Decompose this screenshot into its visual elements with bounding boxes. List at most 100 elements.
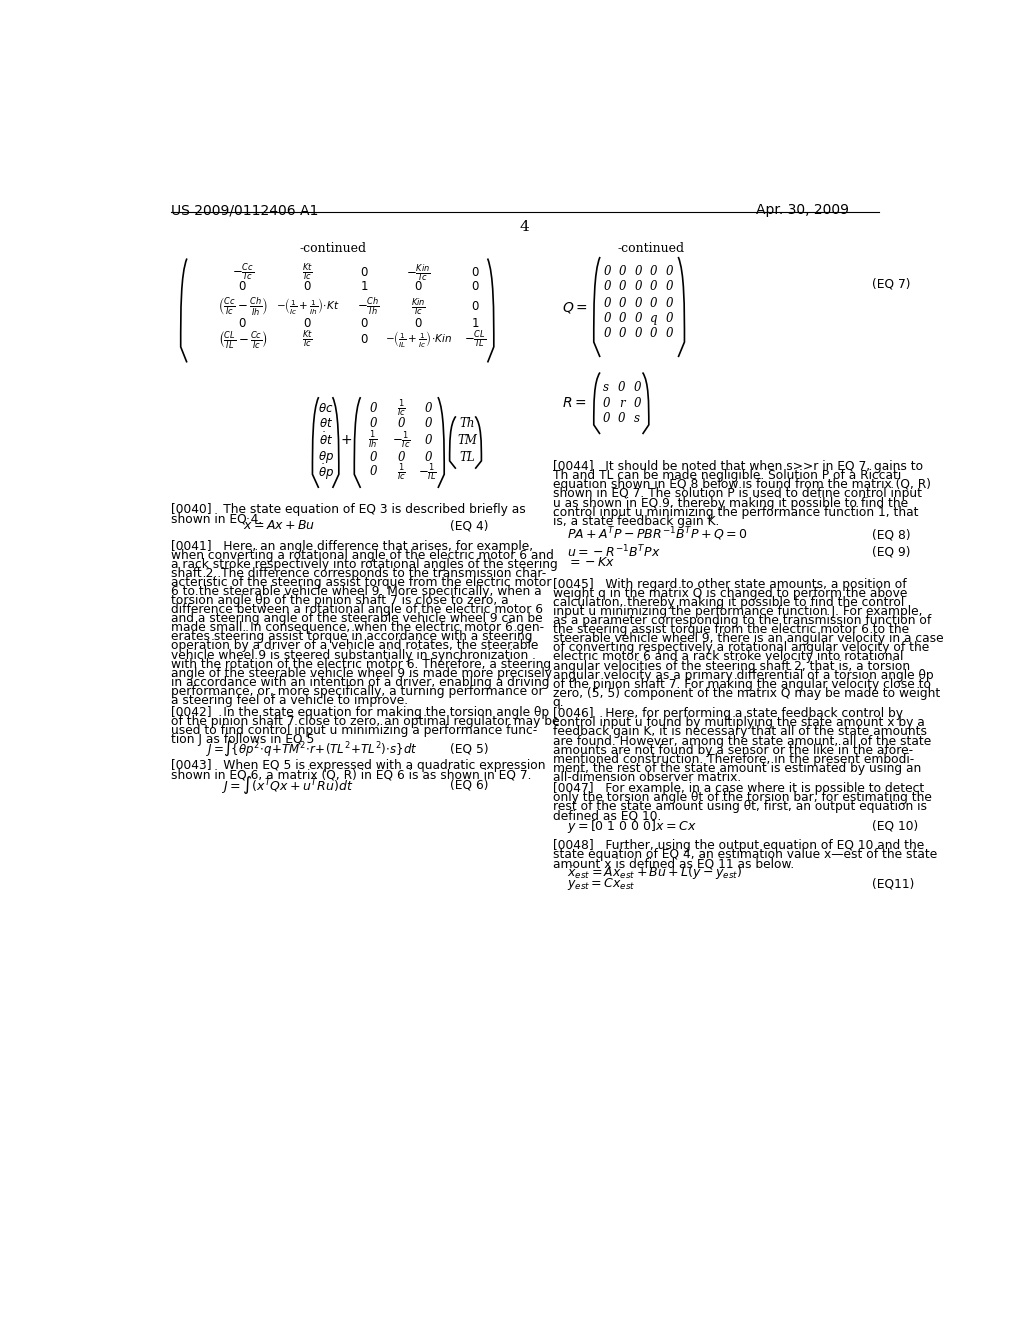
Text: q.: q. [553,696,564,709]
Text: $0$: $0$ [239,280,247,293]
Text: shown in EQ 7. The solution P is used to define control input: shown in EQ 7. The solution P is used to… [553,487,922,500]
Text: 0: 0 [398,450,406,463]
Text: 0: 0 [424,450,432,463]
Text: made small. In consequence, when the electric motor 6 gen-: made small. In consequence, when the ele… [171,622,544,635]
Text: used to find control input u minimizing a performance func-: used to find control input u minimizing … [171,725,537,738]
Text: 4: 4 [520,220,529,234]
Text: (EQ 6): (EQ 6) [450,779,488,792]
Text: shaft 2. The difference corresponds to the transmission char-: shaft 2. The difference corresponds to t… [171,566,546,579]
Text: feedback gain K, it is necessary that all of the state amounts: feedback gain K, it is necessary that al… [553,726,927,738]
Text: $0$: $0$ [415,280,423,293]
Text: $\frac{1}{Ic}$: $\frac{1}{Ic}$ [397,397,407,420]
Text: $\theta t$: $\theta t$ [318,417,333,430]
Text: state equation of EQ 4, an estimation value x—est of the state: state equation of EQ 4, an estimation va… [553,849,937,862]
Text: acteristic of the steering assist torque from the electric motor: acteristic of the steering assist torque… [171,576,551,589]
Text: 0: 0 [603,312,610,325]
Text: s: s [634,412,640,425]
Text: $\theta p$: $\theta p$ [317,449,334,465]
Text: -continued: -continued [300,242,367,255]
Text: zero, (5, 5) component of the matrix Q may be made to weight: zero, (5, 5) component of the matrix Q m… [553,686,940,700]
Text: shown in EQ 4.: shown in EQ 4. [171,512,262,525]
Text: $\dot{\theta}p$: $\dot{\theta}p$ [317,462,334,482]
Text: operation by a driver of a vehicle and rotates, the steerable: operation by a driver of a vehicle and r… [171,639,538,652]
Text: 0: 0 [634,312,642,325]
Text: 0: 0 [618,280,627,293]
Text: $\left(\frac{CL}{IL}-\frac{Cc}{Ic}\right)$: $\left(\frac{CL}{IL}-\frac{Cc}{Ic}\right… [218,329,267,350]
Text: 0: 0 [424,434,432,446]
Text: control input u minimizing the performance function 1, that: control input u minimizing the performan… [553,506,919,519]
Text: $\frac{1}{Ih}$: $\frac{1}{Ih}$ [368,429,378,451]
Text: 0: 0 [649,265,657,279]
Text: $\frac{1}{Ic}$: $\frac{1}{Ic}$ [397,461,407,483]
Text: are found. However, among the state amount, all of the state: are found. However, among the state amou… [553,734,931,747]
Text: TL: TL [460,450,475,463]
Text: 0: 0 [666,327,673,341]
Text: $\theta c$: $\theta c$ [317,403,334,416]
Text: 0: 0 [369,417,377,430]
Text: vehicle wheel 9 is steered substantially in synchronization: vehicle wheel 9 is steered substantially… [171,648,528,661]
Text: (EQ 7): (EQ 7) [872,277,910,290]
Text: [0048]   Further, using the output equation of EQ 10 and the: [0048] Further, using the output equatio… [553,840,924,853]
Text: input u minimizing the performance function J. For example,: input u minimizing the performance funct… [553,605,923,618]
Text: -continued: -continued [617,242,685,255]
Text: 0: 0 [618,312,627,325]
Text: 0: 0 [369,450,377,463]
Text: with the rotation of the electric motor 6. Therefore, a steering: with the rotation of the electric motor … [171,657,551,671]
Text: 0: 0 [369,465,377,478]
Text: [0045]   With regard to other state amounts, a position of: [0045] With regard to other state amount… [553,578,906,591]
Text: ment, the rest of the state amount is estimated by using an: ment, the rest of the state amount is es… [553,762,921,775]
Text: s: s [603,381,609,395]
Text: $J=\!\int\!\{\theta p^2\!\cdot\! q\!+\!TM^2\!\cdot\! r\!+\!(TL^2\!+\!TL^2)\!\cdo: $J=\!\int\!\{\theta p^2\!\cdot\! q\!+\!T… [206,739,418,758]
Text: Apr. 30, 2009: Apr. 30, 2009 [756,203,849,216]
Text: [0043]   When EQ 5 is expressed with a quadratic expression: [0043] When EQ 5 is expressed with a qua… [171,759,545,772]
Text: $-\frac{Ch}{Ih}$: $-\frac{Ch}{Ih}$ [356,296,380,317]
Text: $u=-R^{-1}B^TPx$: $u=-R^{-1}B^TPx$ [566,544,660,560]
Text: 6 to the steerable vehicle wheel 9. More specifically, when a: 6 to the steerable vehicle wheel 9. More… [171,585,542,598]
Text: 0: 0 [618,327,627,341]
Text: (EQ 5): (EQ 5) [450,742,488,755]
Text: [0042]   In the state equation for making the torsion angle θp: [0042] In the state equation for making … [171,706,549,719]
Text: torsion angle θp of the pinion shaft 7 is close to zero, a: torsion angle θp of the pinion shaft 7 i… [171,594,508,607]
Text: 0: 0 [369,403,377,416]
Text: $1$: $1$ [471,317,479,330]
Text: amount x is defined as EQ 11 as below.: amount x is defined as EQ 11 as below. [553,858,794,871]
Text: 0: 0 [649,280,657,293]
Text: rest of the state amount using θt, first, an output equation is: rest of the state amount using θt, first… [553,800,927,813]
Text: $PA+A^TP-PBR^{-1}B^TP+Q=0$: $PA+A^TP-PBR^{-1}B^TP+Q=0$ [566,525,748,544]
Text: $=-Kx$: $=-Kx$ [566,556,615,569]
Text: is, a state feedback gain K.: is, a state feedback gain K. [553,515,719,528]
Text: 0: 0 [603,327,610,341]
Text: defined as EQ 10.: defined as EQ 10. [553,809,662,822]
Text: $y=[0\ 1\ 0\ 0\ 0]x=Cx$: $y=[0\ 1\ 0\ 0\ 0]x=Cx$ [566,818,696,834]
Text: 0: 0 [617,381,626,395]
Text: [0047]   For example, in a case where it is possible to detect: [0047] For example, in a case where it i… [553,783,924,795]
Text: $\left(\frac{Cc}{Ic}-\frac{Ch}{Ih}\right)$: $\left(\frac{Cc}{Ic}-\frac{Ch}{Ih}\right… [217,296,268,317]
Text: and a steering angle of the steerable vehicle wheel 9 can be: and a steering angle of the steerable ve… [171,612,543,626]
Text: $0$: $0$ [360,317,369,330]
Text: 0: 0 [424,403,432,416]
Text: $J=\int(x^TQx+u^TRu)dt$: $J=\int(x^TQx+u^TRu)dt$ [221,775,353,796]
Text: 0: 0 [398,417,406,430]
Text: 0: 0 [603,297,610,310]
Text: $0$: $0$ [303,317,312,330]
Text: [0041]   Here, an angle difference that arises, for example,: [0041] Here, an angle difference that ar… [171,540,532,553]
Text: 0: 0 [666,265,673,279]
Text: [0044]   It should be noted that when s>>r in EQ 7, gains to: [0044] It should be noted that when s>>r… [553,461,923,474]
Text: 0: 0 [634,397,641,409]
Text: all-dimension observer matrix.: all-dimension observer matrix. [553,771,741,784]
Text: 0: 0 [634,280,642,293]
Text: $\dot{\theta}t$: $\dot{\theta}t$ [318,432,333,449]
Text: shown in EQ 6, a matrix (Q, R) in EQ 6 is as shown in EQ 7.: shown in EQ 6, a matrix (Q, R) in EQ 6 i… [171,768,531,781]
Text: $\frac{Kin}{Ic}$: $\frac{Kin}{Ic}$ [412,296,426,317]
Text: $0$: $0$ [239,317,247,330]
Text: 0: 0 [634,381,641,395]
Text: $0$: $0$ [360,265,369,279]
Text: erates steering assist torque in accordance with a steering: erates steering assist torque in accorda… [171,631,532,643]
Text: 0: 0 [666,312,673,325]
Text: of converting respectively a rotational angular velocity of the: of converting respectively a rotational … [553,642,929,655]
Text: equation shown in EQ 8 below is found from the matrix (Q, R): equation shown in EQ 8 below is found fr… [553,478,931,491]
Text: 0: 0 [603,265,610,279]
Text: US 2009/0112406 A1: US 2009/0112406 A1 [171,203,318,216]
Text: amounts are not found by a sensor or the like in the afore-: amounts are not found by a sensor or the… [553,743,912,756]
Text: 0: 0 [634,265,642,279]
